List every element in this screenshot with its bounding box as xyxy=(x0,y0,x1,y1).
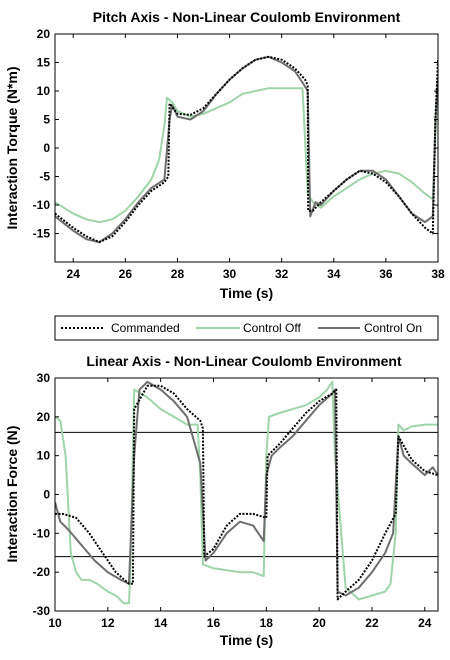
x-tick-label: 10 xyxy=(48,616,62,630)
plot-area xyxy=(55,34,438,262)
y-axis-label: Interaction Force (N) xyxy=(4,426,20,563)
x-tick-label: 12 xyxy=(101,616,115,630)
linear-axis-chart: Linear Axis - Non-Linear Coulomb Environ… xyxy=(4,353,439,648)
series-group xyxy=(55,55,438,244)
series-line-control-on xyxy=(55,380,438,597)
legend: Commanded Control Off Control On xyxy=(54,315,439,341)
series-line-commanded xyxy=(55,55,438,244)
y-tick-label: -10 xyxy=(33,198,51,212)
chart-title: Pitch Axis - Non-Linear Coulomb Environm… xyxy=(93,9,401,25)
y-tick-label: -30 xyxy=(33,604,51,618)
series-line-commanded xyxy=(55,384,438,601)
y-tick-label: 10 xyxy=(37,449,51,463)
y-tick-label: 5 xyxy=(43,113,50,127)
y-tick-label: -20 xyxy=(33,565,51,579)
legend-box xyxy=(54,315,439,341)
x-tick-label: 36 xyxy=(379,267,393,281)
x-tick-label: 32 xyxy=(275,267,289,281)
x-axis-label: Time (s) xyxy=(220,632,273,648)
y-axis: -30 -20 -10 0 10 20 30 xyxy=(33,371,438,618)
x-tick-label: 26 xyxy=(119,267,133,281)
x-tick-label: 16 xyxy=(207,616,221,630)
x-tick-label: 38 xyxy=(431,267,445,281)
chart-title: Linear Axis - Non-Linear Coulomb Environ… xyxy=(86,353,402,369)
x-axis-label: Time (s) xyxy=(220,285,273,301)
x-tick-label: 18 xyxy=(260,616,274,630)
pitch-axis-chart: Pitch Axis - Non-Linear Coulomb Environm… xyxy=(4,9,445,301)
y-tick-label: 0 xyxy=(43,141,50,155)
x-tick-label: 24 xyxy=(67,267,81,281)
y-tick-label: 30 xyxy=(37,371,51,385)
x-tick-label: 14 xyxy=(154,616,168,630)
legend-item-commanded: Commanded xyxy=(61,321,180,335)
y-tick-label: 20 xyxy=(37,27,51,41)
y-tick-label: -15 xyxy=(33,227,51,241)
y-tick-label: 20 xyxy=(37,410,51,424)
x-tick-label: 30 xyxy=(223,267,237,281)
x-axis: 24 26 28 30 32 34 36 38 xyxy=(67,34,445,281)
legend-item-control-off: Control Off xyxy=(196,321,301,335)
y-axis-label: Interaction Torque (N*m) xyxy=(4,66,20,229)
legend-label: Control Off xyxy=(243,321,301,335)
x-tick-label: 22 xyxy=(365,616,379,630)
y-tick-label: -5 xyxy=(39,170,50,184)
x-tick-label: 20 xyxy=(312,616,326,630)
y-tick-label: 10 xyxy=(37,84,51,98)
legend-label: Control On xyxy=(364,321,422,335)
x-tick-label: 34 xyxy=(327,267,341,281)
series-group xyxy=(55,380,438,605)
x-tick-label: 28 xyxy=(171,267,185,281)
legend-label: Commanded xyxy=(111,321,180,335)
y-tick-label: -10 xyxy=(33,526,51,540)
x-tick-label: 24 xyxy=(418,616,432,630)
y-tick-label: 0 xyxy=(43,488,50,502)
y-tick-label: 15 xyxy=(37,56,51,70)
legend-item-control-on: Control On xyxy=(318,321,422,335)
series-line-control-off xyxy=(55,380,438,605)
y-axis: -15 -10 -5 0 5 10 15 20 xyxy=(33,27,438,241)
x-axis: 10 12 14 16 18 20 22 24 xyxy=(48,378,432,630)
